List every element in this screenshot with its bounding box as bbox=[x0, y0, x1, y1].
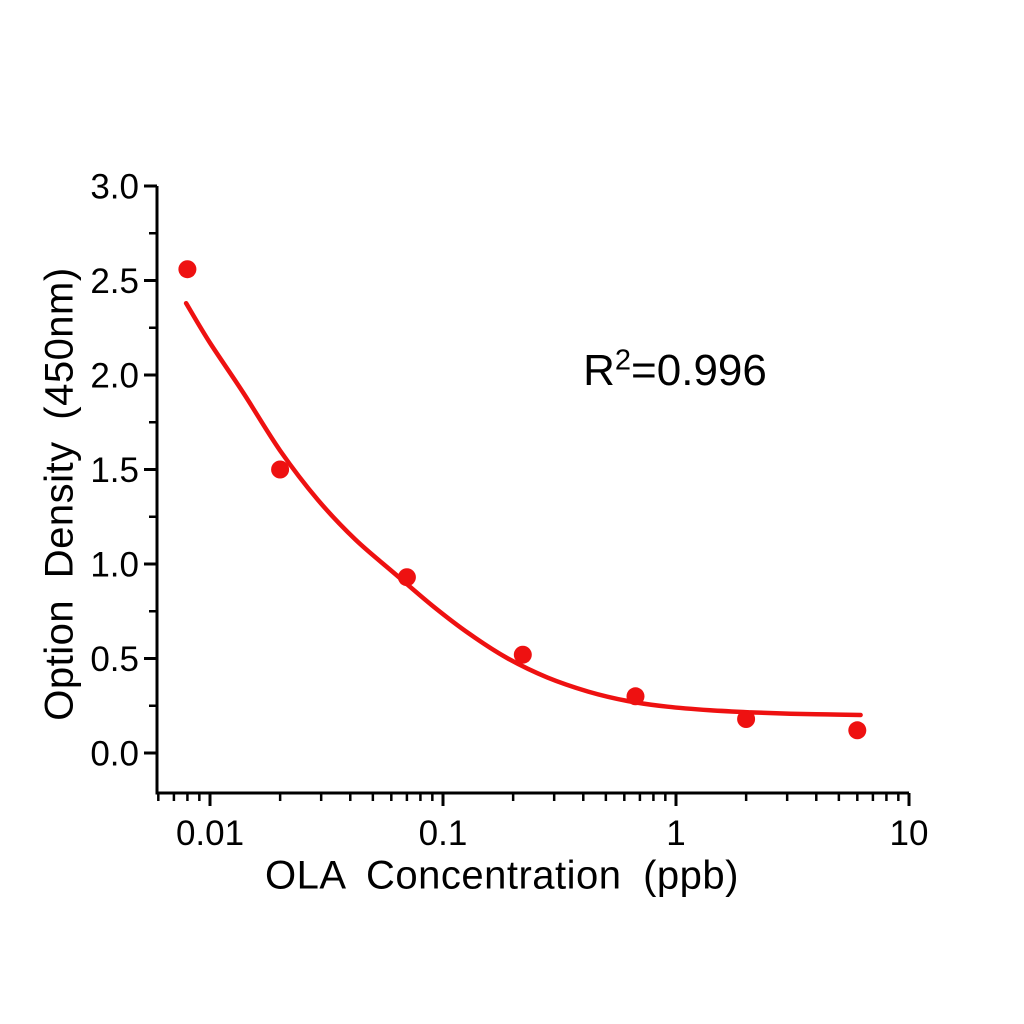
x-tick-label: 1 bbox=[666, 814, 685, 853]
x-axis-title: OLA Concentration (ppb) bbox=[265, 853, 739, 898]
data-point bbox=[626, 687, 645, 706]
y-tick-label: 2.0 bbox=[90, 356, 139, 395]
r-squared-annotation: R2=0.996 bbox=[583, 346, 767, 396]
y-tick-label: 0.5 bbox=[90, 640, 139, 679]
data-point bbox=[737, 710, 756, 728]
x-tick-label: 0.01 bbox=[176, 814, 244, 853]
x-tick-label: 0.1 bbox=[419, 814, 468, 853]
y-axis-title: Option Density (450nm) bbox=[37, 267, 82, 721]
data-point bbox=[513, 645, 532, 664]
y-tick-label: 0.0 bbox=[90, 734, 139, 773]
data-point bbox=[848, 721, 867, 740]
y-tick-label: 1.5 bbox=[90, 451, 139, 490]
r-squared-exponent: 2 bbox=[614, 344, 632, 377]
data-point bbox=[397, 568, 416, 587]
axes-spines bbox=[155, 186, 909, 795]
y-tick-label: 3.0 bbox=[90, 167, 139, 206]
data-point bbox=[271, 460, 290, 479]
r-squared-base: R bbox=[583, 346, 615, 395]
y-tick-label: 2.5 bbox=[90, 262, 139, 301]
x-tick-label: 10 bbox=[890, 814, 929, 853]
data-point bbox=[178, 260, 197, 279]
y-tick-label: 1.0 bbox=[90, 545, 139, 584]
r-squared-value: =0.996 bbox=[631, 346, 767, 395]
